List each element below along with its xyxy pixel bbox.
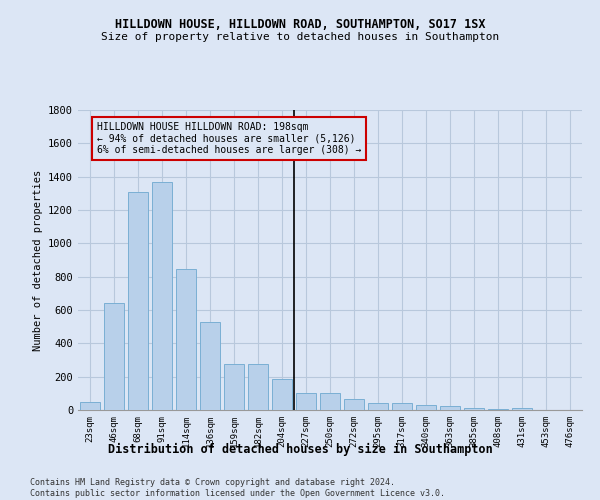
Text: Size of property relative to detached houses in Southampton: Size of property relative to detached ho… [101,32,499,42]
Bar [416,405,436,410]
Bar [464,408,484,410]
Bar [392,404,412,410]
Bar [488,409,508,410]
Bar [104,304,124,410]
Text: HILLDOWN HOUSE, HILLDOWN ROAD, SOUTHAMPTON, SO17 1SX: HILLDOWN HOUSE, HILLDOWN ROAD, SOUTHAMPT… [115,18,485,30]
Bar [152,182,172,410]
Bar [128,192,148,410]
Bar [272,379,292,410]
Bar [440,406,460,410]
Bar [368,404,388,410]
Bar [176,269,196,410]
Bar [80,402,100,410]
Bar [512,408,532,410]
Bar [320,392,340,410]
Bar [248,364,268,410]
Bar [296,392,316,410]
Bar [224,364,244,410]
Text: HILLDOWN HOUSE HILLDOWN ROAD: 198sqm
← 94% of detached houses are smaller (5,126: HILLDOWN HOUSE HILLDOWN ROAD: 198sqm ← 9… [97,122,362,155]
Bar [200,322,220,410]
Text: Distribution of detached houses by size in Southampton: Distribution of detached houses by size … [107,442,493,456]
Bar [344,399,364,410]
Y-axis label: Number of detached properties: Number of detached properties [32,170,43,350]
Text: Contains HM Land Registry data © Crown copyright and database right 2024.
Contai: Contains HM Land Registry data © Crown c… [30,478,445,498]
